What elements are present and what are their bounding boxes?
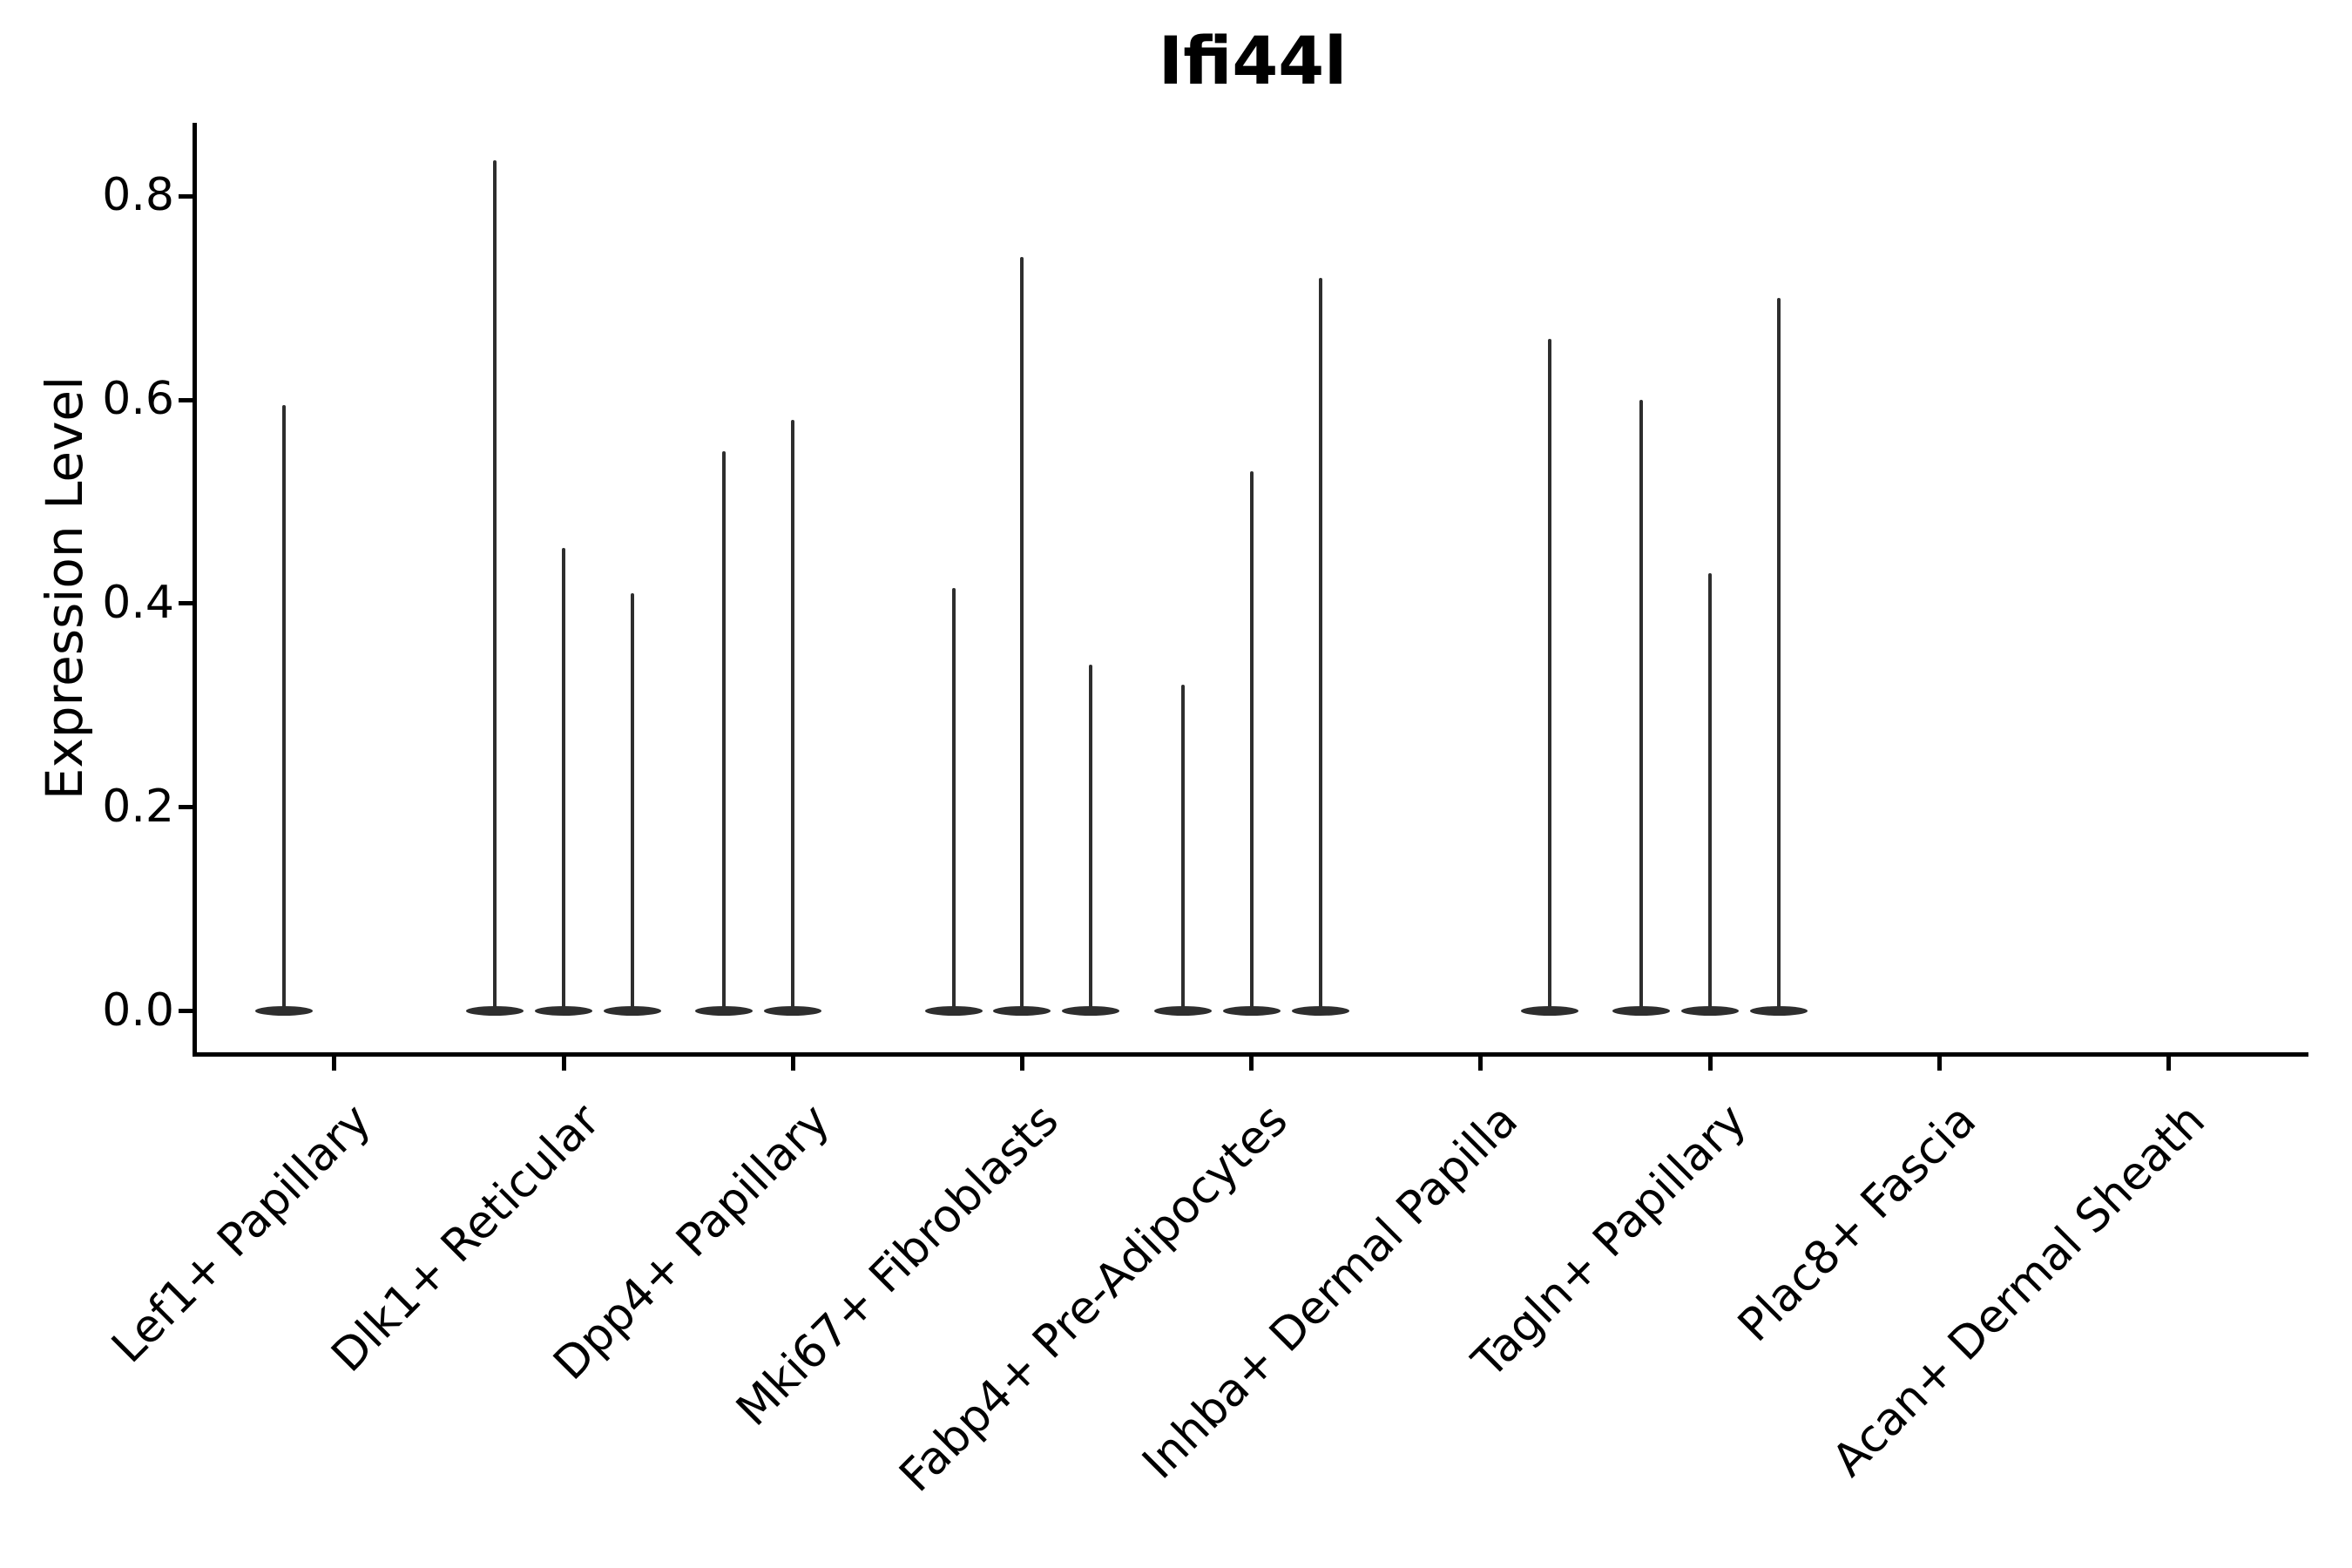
x-tick [790,1057,795,1071]
violin-base [1834,1009,2044,1013]
violin-spike [631,593,635,1013]
violin-spike [1639,400,1644,1013]
x-axis-spine [193,1052,2308,1057]
y-axis-label: Expression Level [35,375,94,801]
y-axis-spine [193,123,197,1057]
violin-spike [1180,685,1185,1013]
violin-spike [282,404,286,1013]
x-tick-label: Acan+ Dermal Sheath [1822,1094,2216,1487]
x-tick [1707,1057,1713,1071]
violin-spike [1020,257,1024,1013]
violin-spike [1249,470,1254,1013]
y-tick-label: 0.2 [102,780,174,833]
violin-spike [1547,338,1551,1013]
violin-base [2063,1009,2274,1013]
violin-spike [562,547,566,1013]
violin-spike [791,420,795,1013]
x-tick [1019,1057,1024,1071]
y-tick-label: 0.0 [102,983,174,1037]
x-tick [1478,1057,1484,1071]
x-tick [332,1057,337,1071]
violin-spike [1777,298,1781,1013]
y-tick-label: 0.6 [102,372,174,425]
y-tick [179,1009,193,1014]
plot-title: Ifi44l [1158,22,1348,99]
x-tick [2166,1057,2171,1071]
x-tick [1936,1057,1942,1071]
y-tick [179,601,193,606]
y-tick-label: 0.8 [102,168,174,221]
violin-spike [951,588,956,1013]
x-tick [561,1057,566,1071]
violin-spike [1708,572,1713,1013]
violin-spike [1318,277,1322,1013]
x-tick-label: Plac8+ Fascia [1727,1094,1986,1353]
y-tick [179,397,193,402]
violin-spike [1089,665,1093,1013]
y-tick [179,805,193,810]
y-tick [179,193,193,199]
y-tick-label: 0.4 [102,576,174,629]
x-tick-label: Inhba+ Dermal Papilla [1132,1094,1528,1490]
violin-spike [722,450,727,1013]
x-tick-label: Fabp4+ Pre-Adipocytes [889,1094,1299,1503]
x-tick [1249,1057,1254,1071]
violin-spike [493,160,497,1013]
